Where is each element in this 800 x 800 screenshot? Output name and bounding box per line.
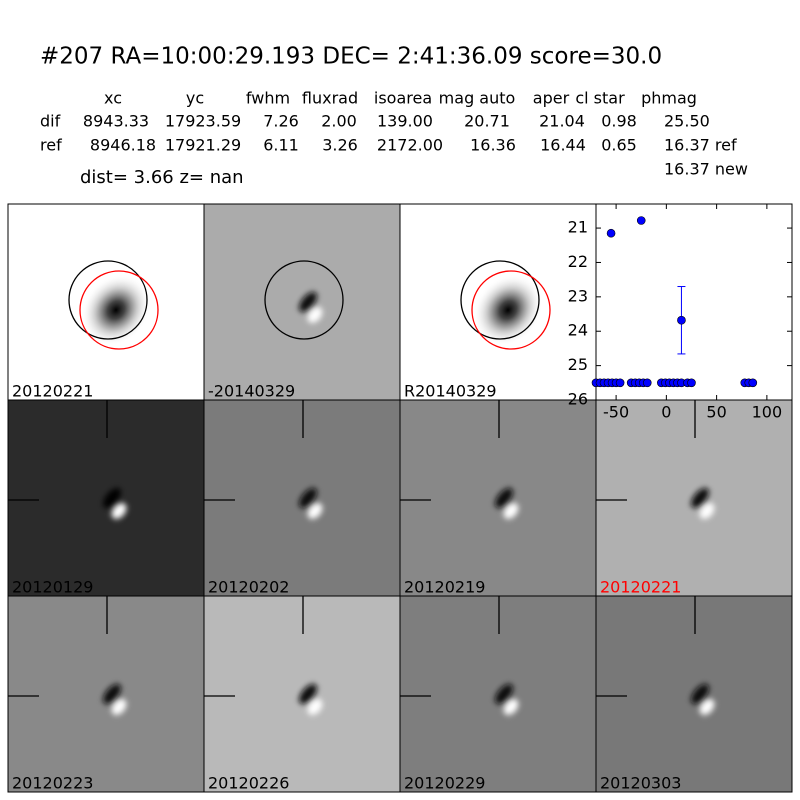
column-header: isoarea xyxy=(374,89,432,108)
column-header: fwhm xyxy=(246,89,290,108)
panel-label: 20120223 xyxy=(12,774,93,793)
point xyxy=(642,378,652,388)
galaxy xyxy=(473,274,543,346)
column-header: fluxrad xyxy=(302,89,358,108)
panel-label: 20120226 xyxy=(208,774,289,793)
cell: 16.44 xyxy=(540,136,586,155)
x-tick-label: -50 xyxy=(603,403,629,422)
residual-dark xyxy=(495,488,513,508)
y-tick-label: 22 xyxy=(568,252,588,271)
y-tick-label: 24 xyxy=(568,321,588,340)
residual-light xyxy=(699,699,715,715)
cell: 6.11 xyxy=(263,136,299,155)
residual-light xyxy=(503,699,519,715)
aperture xyxy=(460,260,540,340)
x-tick-label: 0 xyxy=(661,403,671,422)
cell: 7.26 xyxy=(263,112,299,131)
cell: 17923.59 xyxy=(165,112,241,131)
column-header: aper xyxy=(533,89,570,108)
aperture xyxy=(68,260,148,340)
panel-label: R20140329 xyxy=(404,382,497,401)
aperture-ref xyxy=(471,270,551,350)
aperture xyxy=(264,260,344,340)
panel-label: 20120221 xyxy=(600,578,681,597)
title: #207 RA=10:00:29.193 DEC= 2:41:36.09 sco… xyxy=(40,44,662,70)
point xyxy=(677,315,686,325)
column-header: mag auto xyxy=(439,89,516,108)
cell: 3.26 xyxy=(322,136,358,155)
x-tick-label: 50 xyxy=(706,403,726,422)
panel-label: 20120303 xyxy=(600,774,681,793)
row-label: ref xyxy=(40,136,62,155)
residual-dark xyxy=(299,488,317,508)
plot-area xyxy=(595,203,793,401)
point xyxy=(606,228,616,238)
y-tick-label: 26 xyxy=(568,390,588,409)
aperture-ref xyxy=(79,270,159,350)
y-tick-label: 25 xyxy=(568,355,588,374)
residual-dark xyxy=(691,684,709,704)
cell: 0.98 xyxy=(601,112,637,131)
cell: 8943.33 xyxy=(83,112,149,131)
cell: 16.37 ref xyxy=(664,136,737,155)
residual-light xyxy=(111,503,127,519)
cell: 17921.29 xyxy=(165,136,241,155)
residual-light xyxy=(307,307,323,323)
cell: 25.50 xyxy=(664,112,710,131)
residual-dark xyxy=(103,684,121,704)
cell: 21.04 xyxy=(539,112,585,131)
residual-dark xyxy=(299,292,317,312)
x-tick-label: 100 xyxy=(752,403,783,422)
summary: dist= 3.66 z= nan xyxy=(80,167,244,188)
column-header: phmag xyxy=(641,89,697,108)
phmag-new: 16.37 new xyxy=(664,160,748,179)
residual-dark xyxy=(299,684,317,704)
residual-light xyxy=(307,699,323,715)
column-header: cl star xyxy=(575,89,625,108)
panel-label: -20140329 xyxy=(208,382,295,401)
y-tick-label: 21 xyxy=(568,218,588,237)
cell: 2.00 xyxy=(321,112,357,131)
cell: 0.65 xyxy=(601,136,637,155)
panel-label: 20120229 xyxy=(404,774,485,793)
panel-label: 20120202 xyxy=(208,578,289,597)
panel-label: 20120219 xyxy=(404,578,485,597)
residual-light xyxy=(307,503,323,519)
cell: 20.71 xyxy=(464,112,510,131)
point xyxy=(748,378,758,388)
column-header: xc xyxy=(104,89,122,108)
residual-light xyxy=(111,699,127,715)
cell: 2172.00 xyxy=(377,136,443,155)
point xyxy=(636,216,646,225)
residual-dark xyxy=(691,488,709,508)
point xyxy=(615,378,625,388)
point xyxy=(687,378,696,388)
column-header: yc xyxy=(186,89,204,108)
residual-light xyxy=(503,503,519,519)
residual-dark xyxy=(495,684,513,704)
y-tick-label: 23 xyxy=(568,286,588,305)
residual-dark xyxy=(103,488,121,508)
panel-label: 20120129 xyxy=(12,578,93,597)
cell: 139.00 xyxy=(377,112,433,131)
cell: 8946.18 xyxy=(90,136,156,155)
row-label: dif xyxy=(40,112,61,131)
panel-label: 20120221 xyxy=(12,382,93,401)
residual-light xyxy=(699,503,715,519)
cell: 16.36 xyxy=(470,136,516,155)
galaxy xyxy=(81,274,151,346)
